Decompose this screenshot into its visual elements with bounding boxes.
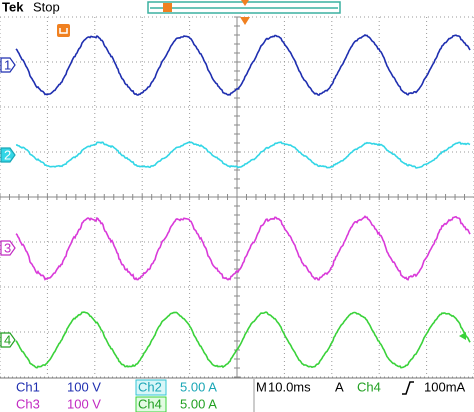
channel-marker	[0, 240, 16, 256]
trigger-position-marker	[163, 3, 172, 12]
waveform-trace	[15, 34, 471, 96]
channel-marker	[0, 332, 16, 348]
channel-marker-label: 2	[4, 147, 11, 162]
waveform-trace	[15, 141, 471, 169]
channel-box	[135, 396, 167, 412]
trigger-point	[241, 0, 249, 6]
waveforms	[15, 34, 471, 369]
readout-panel	[0, 378, 474, 412]
waveform-trace	[15, 311, 471, 369]
channel-scale: 5.00 A	[180, 396, 217, 411]
channel-box	[135, 379, 167, 396]
channel-scale: 5.00 A	[180, 379, 217, 394]
channel-marker-label: 4	[4, 332, 11, 347]
channel-label: Ch1	[16, 379, 40, 394]
trigger-source: Ch4	[357, 379, 381, 394]
run-status: Stop	[33, 0, 60, 14]
trigger-marker	[57, 24, 70, 37]
channel-scale: 100 V	[67, 379, 101, 394]
trigger-marker-glyph	[59, 28, 68, 34]
graticule	[0, 16, 474, 378]
channel-marker-label: 3	[4, 240, 11, 255]
channel-marker	[0, 57, 16, 73]
timebase-label: M	[256, 379, 267, 394]
channel-scale: 100 V	[67, 396, 101, 411]
channel-marker	[0, 147, 16, 163]
channel-label: Ch3	[16, 396, 40, 411]
brand: Tek	[2, 0, 24, 14]
channel-marker-label: 1	[4, 57, 11, 72]
trigger-mode: A	[335, 379, 344, 394]
timebase-value: 10.0ms	[268, 379, 311, 394]
trigger-slope-icon	[402, 381, 414, 395]
channel-label: Ch4	[138, 396, 162, 411]
channel-markers: 1 2 3 4	[0, 57, 16, 348]
trigger-level: 100mA	[424, 379, 466, 394]
waveform-trace	[15, 215, 471, 281]
trigger-time-marker	[240, 17, 250, 25]
channel-label: Ch2	[138, 379, 162, 394]
trigger-level-marker	[459, 332, 466, 340]
